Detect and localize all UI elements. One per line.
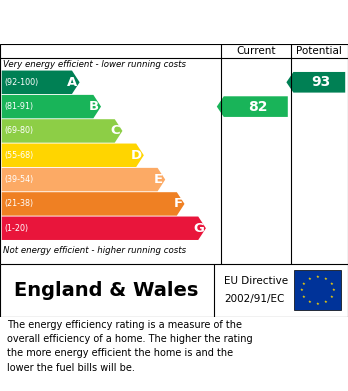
Text: ★: ★ (324, 300, 327, 304)
Polygon shape (2, 70, 80, 94)
Text: C: C (111, 124, 120, 137)
Text: F: F (173, 197, 182, 210)
Text: ★: ★ (330, 282, 333, 285)
Polygon shape (2, 217, 206, 240)
Text: ★: ★ (316, 275, 319, 279)
Polygon shape (286, 72, 345, 93)
Text: (55-68): (55-68) (5, 151, 34, 160)
Text: B: B (89, 100, 99, 113)
Text: (39-54): (39-54) (5, 175, 34, 184)
Text: D: D (130, 149, 142, 162)
Text: (69-80): (69-80) (5, 126, 34, 135)
Text: Current: Current (236, 47, 276, 56)
Text: Energy Efficiency Rating: Energy Efficiency Rating (10, 13, 239, 31)
Text: Very energy efficient - lower running costs: Very energy efficient - lower running co… (3, 60, 187, 69)
Text: 82: 82 (248, 100, 267, 114)
Text: EU Directive: EU Directive (224, 276, 288, 286)
Polygon shape (2, 168, 165, 191)
Text: G: G (193, 222, 204, 235)
Text: England & Wales: England & Wales (14, 281, 198, 300)
Text: (1-20): (1-20) (5, 224, 29, 233)
Text: 2002/91/EC: 2002/91/EC (224, 294, 285, 304)
Text: ★: ★ (316, 302, 319, 306)
Text: ★: ★ (300, 288, 303, 292)
Text: Potential: Potential (296, 47, 342, 56)
Bar (294, 270, 341, 310)
Polygon shape (2, 192, 184, 216)
Text: ★: ★ (330, 295, 333, 299)
Text: (92-100): (92-100) (5, 78, 39, 87)
Text: (21-38): (21-38) (5, 199, 34, 208)
Text: E: E (154, 173, 163, 186)
Polygon shape (2, 95, 101, 118)
Text: ★: ★ (308, 300, 311, 304)
Text: ★: ★ (302, 282, 306, 285)
Text: ★: ★ (332, 288, 335, 292)
Polygon shape (2, 143, 144, 167)
Text: ★: ★ (302, 295, 306, 299)
Text: 93: 93 (311, 75, 331, 89)
Polygon shape (217, 96, 288, 117)
Text: A: A (67, 76, 78, 89)
Polygon shape (2, 119, 122, 143)
Text: ★: ★ (308, 276, 311, 280)
Text: The energy efficiency rating is a measure of the
overall efficiency of a home. T: The energy efficiency rating is a measur… (7, 319, 253, 373)
Text: (81-91): (81-91) (5, 102, 34, 111)
Text: ★: ★ (324, 276, 327, 280)
Text: Not energy efficient - higher running costs: Not energy efficient - higher running co… (3, 246, 187, 255)
